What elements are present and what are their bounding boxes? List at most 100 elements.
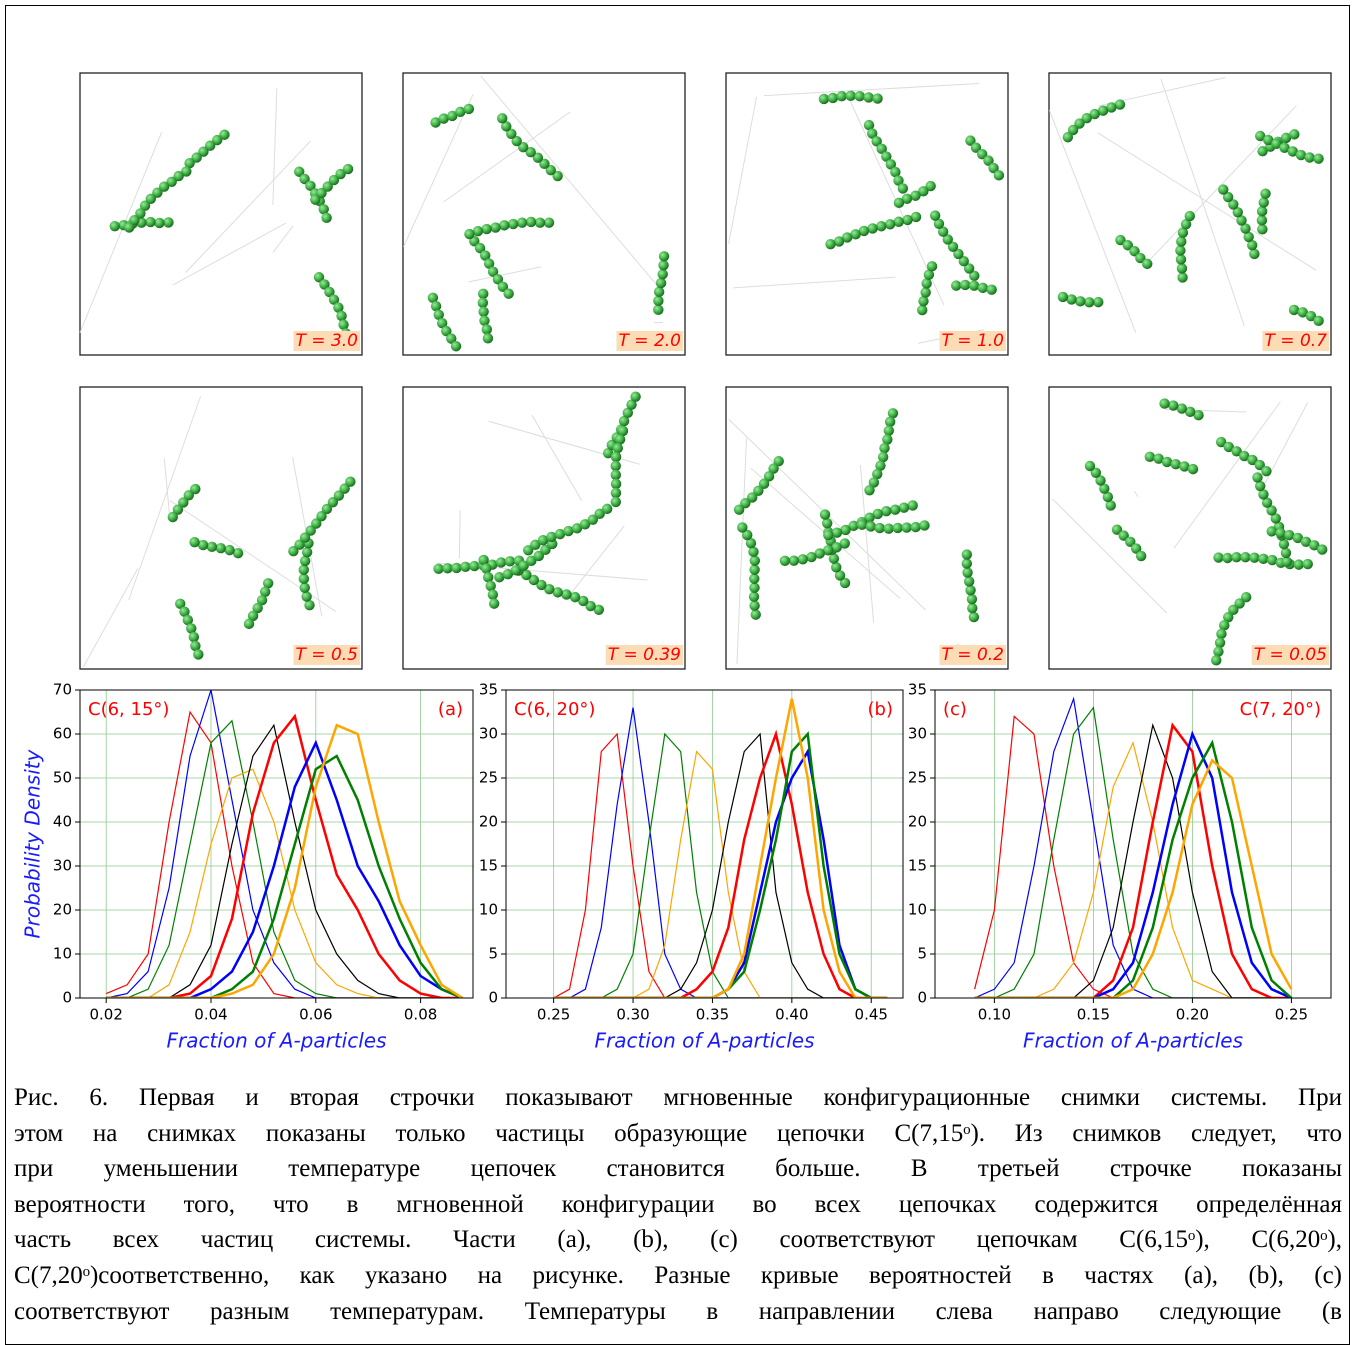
bead [910, 522, 920, 532]
x-tick-label: 0.45 [855, 1006, 888, 1024]
bead [737, 522, 747, 532]
bead [611, 497, 621, 507]
bead [1185, 211, 1195, 221]
y-tick-label: 70 [53, 681, 72, 699]
bead [1176, 236, 1186, 246]
bead [1260, 188, 1270, 198]
bead [930, 210, 940, 220]
bead [497, 113, 507, 123]
bead [884, 426, 894, 436]
snapshot-panel [1049, 387, 1331, 669]
bead [969, 280, 979, 290]
bead [653, 305, 663, 315]
bead [1317, 544, 1327, 554]
bead [1258, 554, 1268, 564]
bead [806, 552, 816, 562]
bead [1213, 552, 1223, 562]
bead [1058, 292, 1068, 302]
y-tick-label: 10 [908, 901, 927, 919]
bead [828, 93, 838, 103]
x-tick-label: 0.15 [1077, 1006, 1110, 1024]
bead [951, 280, 961, 290]
bead [442, 563, 452, 573]
bead [460, 562, 470, 572]
bead [659, 251, 669, 261]
bead [894, 198, 904, 208]
bead [846, 91, 856, 101]
caption-line: этом на снимках показаны только частицы … [14, 1116, 1342, 1152]
bead [986, 284, 996, 294]
bead [481, 563, 491, 573]
annotation: C(7, 20°) [1240, 699, 1321, 720]
plot-frame [506, 690, 903, 998]
y-tick-label: 25 [479, 769, 498, 787]
x-tick-label: 0.06 [299, 1006, 332, 1024]
bead [978, 283, 988, 293]
bead [863, 92, 873, 102]
bead [964, 576, 974, 586]
bead [967, 603, 977, 613]
bead [658, 260, 668, 270]
bead [1252, 472, 1262, 482]
bead [1257, 206, 1267, 216]
caption-line: вероятности того, что в мгновенной конфи… [14, 1187, 1342, 1223]
y-tick-label: 10 [479, 901, 498, 919]
bead [193, 649, 203, 659]
snapshot-panel [726, 73, 1008, 355]
bead [224, 545, 234, 555]
bead [244, 619, 254, 629]
bead [1093, 297, 1103, 307]
x-axis-label: Fraction of A-particles [166, 1029, 386, 1053]
bead [749, 592, 759, 602]
bead [451, 341, 461, 351]
bead [207, 542, 217, 552]
x-tick-label: 0.40 [775, 1006, 808, 1024]
bead [611, 479, 621, 489]
series-line [106, 743, 462, 998]
bead [654, 287, 664, 297]
bead [216, 543, 226, 553]
bead [489, 598, 499, 608]
bead [611, 452, 621, 462]
temperature-label: T = 3.0 [296, 331, 358, 351]
bead [486, 581, 496, 591]
bead [611, 461, 621, 471]
bead [481, 224, 491, 234]
bead [967, 594, 977, 604]
bead [154, 218, 164, 228]
bead [535, 218, 545, 228]
bead [962, 549, 972, 559]
bead [490, 222, 500, 232]
temperature-label: T = 1.0 [942, 331, 1004, 351]
bead [345, 476, 355, 486]
bead [301, 591, 311, 601]
bead [866, 521, 876, 531]
y-tick-label: 50 [53, 769, 72, 787]
annotation: (b) [868, 699, 893, 720]
bead [1177, 263, 1187, 273]
bead [526, 217, 536, 227]
temperature-label: T = 0.39 [608, 645, 681, 665]
bead [602, 504, 612, 514]
bead [969, 612, 979, 622]
bead [1175, 245, 1185, 255]
bead [464, 229, 474, 239]
bead [825, 239, 835, 249]
bead [630, 391, 640, 401]
bead [163, 217, 173, 227]
bead [1085, 461, 1095, 471]
x-axis-label: Fraction of A-particles [1023, 1029, 1243, 1053]
bead [1176, 254, 1186, 264]
bead [499, 220, 509, 230]
x-tick-label: 0.08 [404, 1006, 437, 1024]
bead [1257, 215, 1267, 225]
bead [343, 164, 353, 174]
bead [482, 324, 492, 334]
bead [613, 443, 623, 453]
bead [168, 512, 178, 522]
temperature-label: T = 2.0 [619, 331, 681, 351]
bead [855, 91, 865, 101]
y-tick-label: 35 [908, 681, 927, 699]
